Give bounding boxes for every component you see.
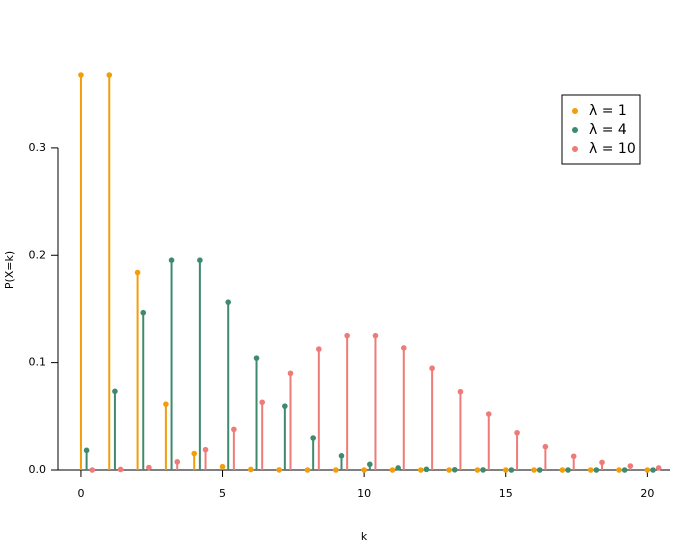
stem-point	[146, 464, 152, 471]
stem-point	[587, 467, 594, 473]
stem-point	[531, 467, 537, 473]
stem-point	[559, 467, 566, 473]
stem-point	[565, 467, 571, 473]
stem-point	[423, 466, 430, 473]
stem-point	[361, 467, 367, 473]
stem-point	[112, 388, 118, 395]
stem-point	[655, 465, 662, 471]
legend-marker	[572, 127, 578, 133]
stem-point	[304, 467, 311, 473]
stem-point	[259, 399, 265, 406]
x-axis-label: k	[361, 530, 368, 543]
stem-point	[140, 309, 147, 316]
stem-point	[429, 365, 435, 372]
stem-point	[536, 467, 543, 473]
stem-point	[231, 426, 237, 433]
y-tick-label: 0.2	[29, 248, 47, 261]
stem-point	[480, 467, 486, 473]
stem-point	[89, 467, 96, 473]
stem-point	[502, 467, 509, 473]
stem-point	[117, 466, 124, 473]
x-tick-label: 5	[219, 487, 226, 500]
stem-point	[627, 463, 634, 469]
stem-point	[310, 435, 316, 441]
stem-point	[253, 355, 260, 361]
stem-point	[616, 467, 622, 473]
x-tick-label: 20	[640, 487, 654, 500]
stem-point	[650, 467, 656, 473]
stem-point	[202, 446, 209, 453]
stem-point	[593, 467, 600, 473]
stem-point	[316, 346, 322, 352]
y-tick-label: 0.1	[29, 356, 47, 369]
x-tick-label: 0	[77, 487, 84, 500]
stem-point	[400, 345, 407, 351]
legend-marker	[572, 108, 578, 114]
x-tick-label: 10	[357, 487, 371, 500]
stem-point	[474, 467, 481, 473]
stem-point	[287, 370, 294, 377]
stem-point	[508, 467, 515, 473]
stem-point	[395, 465, 401, 471]
y-tick-label: 0.0	[29, 463, 47, 476]
stem-point	[282, 403, 288, 409]
stem-point	[570, 453, 577, 460]
stem-point	[644, 467, 651, 473]
x-tick-label: 15	[499, 487, 513, 500]
stem-point	[134, 269, 141, 276]
stem-point	[225, 299, 232, 305]
stem-point	[417, 467, 424, 473]
stem-point	[106, 72, 113, 78]
y-axis-label: P(X=k)	[3, 251, 16, 289]
stem-point	[174, 459, 181, 465]
stem-point	[344, 332, 350, 339]
stem-point	[276, 467, 282, 473]
stem-point	[389, 467, 396, 473]
legend-label: λ = 4	[589, 122, 627, 138]
stem-point	[191, 450, 198, 457]
stem-point	[599, 459, 605, 466]
stem-point	[83, 447, 90, 454]
stem-point	[372, 332, 379, 339]
stem-point	[451, 466, 458, 473]
stem-point	[542, 443, 549, 450]
stem-point	[168, 257, 175, 264]
stem-point	[78, 72, 84, 78]
stem-point	[621, 467, 628, 473]
stem-point	[367, 461, 373, 468]
legend-marker	[572, 146, 578, 152]
stem-point	[163, 401, 169, 407]
stem-point	[219, 463, 226, 470]
legend-label: λ = 10	[589, 141, 636, 157]
stem-point	[248, 466, 254, 473]
stem-point	[457, 388, 464, 395]
stem-point	[197, 257, 203, 264]
stem-point	[514, 429, 520, 436]
legend-label: λ = 1	[589, 103, 627, 119]
y-tick-label: 0.3	[29, 141, 47, 154]
stem-point	[338, 453, 345, 459]
stem-point	[485, 411, 492, 417]
stem-point	[446, 467, 452, 473]
stem-point	[333, 467, 339, 473]
